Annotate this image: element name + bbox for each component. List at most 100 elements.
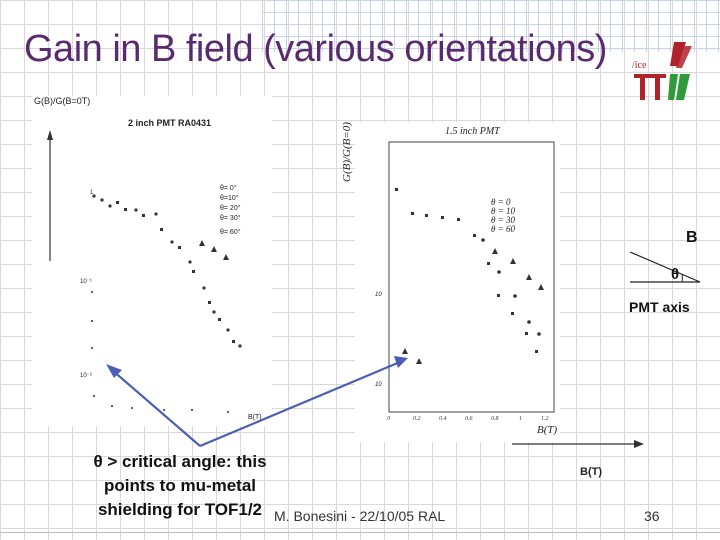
left-plot-point bbox=[154, 212, 158, 216]
left-plot-point bbox=[124, 208, 127, 211]
theta-label: θ bbox=[671, 266, 680, 283]
orientation-diagram bbox=[629, 251, 701, 283]
critical-angle-note: θ > critical angle: this points to mu-me… bbox=[60, 450, 300, 522]
right-plot-points bbox=[395, 188, 544, 364]
bt-axis-arrowhead-icon bbox=[634, 440, 644, 448]
right-plot-point bbox=[526, 274, 532, 280]
right-plot-legend-item: θ = 0 bbox=[491, 197, 511, 207]
left-plot-point bbox=[91, 320, 93, 322]
right-plot-xlabel: B(T) bbox=[537, 424, 558, 436]
right-plot-point bbox=[513, 294, 517, 298]
left-plot-point bbox=[223, 254, 229, 260]
right-plot-axes: 0 0.2 0.4 0.6 0.8 1 1.2 bbox=[387, 141, 555, 422]
mice-logo-icon: /ice bbox=[632, 42, 692, 100]
right-plot-x-tick: 0 bbox=[387, 416, 390, 422]
left-plot-point bbox=[116, 201, 119, 204]
right-plot-legend-item: θ = 10 bbox=[491, 206, 515, 216]
right-plot-y-tick-label: 10 bbox=[375, 382, 382, 388]
right-plot-ylabel: G(B)/G(B=0) bbox=[341, 122, 353, 182]
right-plot-point bbox=[537, 332, 541, 336]
bt-axis-arrow bbox=[512, 440, 644, 448]
left-plot-point bbox=[160, 228, 163, 231]
right-plot-point bbox=[538, 284, 544, 290]
left-plot-y-tick: 1 bbox=[90, 190, 94, 196]
note-line: θ > critical angle: this bbox=[93, 452, 267, 471]
left-plot-point bbox=[199, 240, 205, 246]
right-plot-x-tick: 0.6 bbox=[465, 416, 473, 422]
right-plot-x-tick: 0.4 bbox=[439, 415, 447, 422]
left-plot-point bbox=[202, 286, 206, 290]
right-plot-point bbox=[510, 258, 516, 264]
right-plot-point bbox=[527, 320, 531, 324]
right-plot-point bbox=[497, 294, 500, 297]
left-plot-point bbox=[227, 411, 229, 413]
right-plot-legend-item: θ = 60 bbox=[491, 224, 515, 234]
right-plot-point bbox=[492, 248, 498, 254]
right-plot-legend: θ = 0 θ = 10 θ = 30 θ = 60 bbox=[491, 198, 515, 234]
right-plot-point bbox=[535, 350, 538, 353]
right-plot-point bbox=[473, 234, 476, 237]
left-plot-point bbox=[91, 291, 93, 293]
right-plot-point bbox=[497, 270, 501, 274]
left-plot-point bbox=[108, 204, 112, 208]
left-plot-point bbox=[192, 270, 195, 273]
note-line: points to mu-metal bbox=[103, 476, 257, 495]
left-plot-point bbox=[170, 240, 174, 244]
left-plot-axes: 1 bbox=[47, 130, 242, 413]
right-plot-frame bbox=[388, 141, 555, 413]
note-line: shielding for TOF1/2 bbox=[97, 500, 263, 519]
left-plot-legend-item: θ= 0° bbox=[220, 185, 237, 192]
right-plot-point bbox=[402, 348, 408, 354]
right-plot-y-tick-label: 10 bbox=[375, 292, 382, 298]
right-plot-title: 1.5 inch PMT bbox=[445, 126, 500, 137]
left-plot-point bbox=[163, 409, 165, 411]
left-plot-y-arrow bbox=[47, 130, 53, 140]
left-plot-point bbox=[178, 246, 181, 249]
bt-label: B(T) bbox=[580, 466, 602, 478]
right-plot-x-tick: 0.8 bbox=[491, 416, 499, 422]
left-plot-point bbox=[92, 194, 96, 198]
right-plot-legend-item: θ = 30 bbox=[491, 215, 515, 225]
right-plot-point bbox=[411, 212, 414, 215]
left-plot-point bbox=[212, 310, 216, 314]
left-plot-point bbox=[191, 409, 193, 411]
right-plot-point bbox=[481, 238, 485, 242]
left-plot-y-tick-label: 10⁻² bbox=[80, 373, 92, 379]
left-plot-legend-item: θ= 20° bbox=[220, 205, 241, 212]
right-plot-x-tick: 1.2 bbox=[541, 416, 549, 422]
b-field-vector bbox=[629, 251, 701, 283]
footer-author: M. Bonesini - 22/10/05 RAL bbox=[274, 508, 446, 524]
right-plot-point bbox=[416, 358, 422, 364]
left-plot-point bbox=[226, 328, 230, 332]
left-plot-point bbox=[218, 318, 221, 321]
pmt-axis-label: PMT axis bbox=[629, 299, 690, 315]
right-plot-point bbox=[395, 188, 398, 191]
left-plot-legend-item: θ=10° bbox=[220, 195, 239, 202]
left-plot-point bbox=[238, 344, 242, 348]
left-plot-title: 2 inch PMT RA0431 bbox=[128, 118, 212, 128]
b-field-label: B bbox=[686, 229, 698, 246]
right-plot-point bbox=[487, 262, 490, 265]
left-plot-legend-item: θ= 60° bbox=[220, 229, 241, 236]
right-plot-point bbox=[425, 214, 428, 217]
left-plot-point bbox=[111, 405, 113, 407]
left-plot-point bbox=[211, 246, 217, 252]
slide-title: Gain in B field (various orientations) bbox=[24, 28, 607, 70]
right-plot-point bbox=[525, 332, 528, 335]
left-plot-xlabel: B(T) bbox=[248, 414, 262, 421]
left-plot-legend-item: θ= 30° bbox=[220, 215, 241, 222]
left-plot-point bbox=[100, 198, 104, 202]
left-plot-point bbox=[208, 301, 211, 304]
left-plot-point bbox=[188, 260, 192, 264]
right-plot: 1.5 inch PMT G(B)/G(B=0) bbox=[341, 122, 560, 442]
left-plot-point bbox=[134, 208, 138, 212]
left-plot: G(B)/G(B=0T) 2 inch PMT RA0431 1 bbox=[32, 96, 272, 426]
left-plot-point bbox=[142, 214, 145, 217]
right-plot-point bbox=[441, 216, 444, 219]
left-plot-point bbox=[232, 340, 235, 343]
right-plot-x-tick: 1 bbox=[519, 416, 522, 422]
header-grid-decoration bbox=[262, 0, 720, 52]
left-plot-ylabel: G(B)/G(B=0T) bbox=[34, 96, 91, 106]
footer-divider bbox=[0, 532, 720, 533]
left-plot-point bbox=[91, 347, 93, 349]
